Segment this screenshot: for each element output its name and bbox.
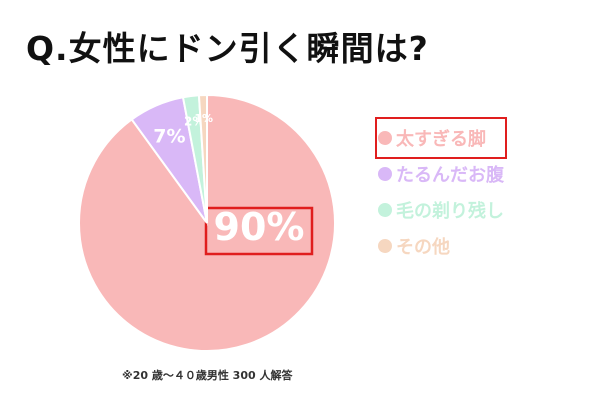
legend-label-belly: たるんだお腹 (396, 165, 504, 186)
data-label-belly: 7% (153, 126, 185, 148)
chart-title: Q.女性にドン引く瞬間は? (26, 29, 429, 68)
legend-swatch-other (378, 239, 392, 253)
legend-swatch-belly (378, 167, 392, 181)
legend-label-shaving: 毛の剃り残し (396, 201, 504, 222)
pie-slice-other (197, 93, 208, 224)
legend-item-other: その他 (378, 228, 504, 264)
survey-note: ※20 歳〜４０歳男性 300 人解答 (122, 369, 293, 382)
legend-label-other: その他 (396, 237, 450, 258)
legend-swatch-shaving (378, 203, 392, 217)
legend-item-legs: 太すぎる脚 (375, 117, 507, 159)
data-label-shaving: 2% (184, 115, 204, 129)
highlight-box (204, 206, 314, 256)
legend-label-legs: 太すぎる脚 (396, 129, 486, 150)
legend-item-belly: たるんだお腹 (378, 156, 504, 192)
legend-swatch-legs (378, 131, 392, 145)
data-label-other: 1% (194, 112, 213, 125)
legend-item-shaving: 毛の剃り残し (378, 192, 504, 228)
data-label-legs: 90% (214, 205, 305, 249)
legend: 太すぎる脚 たるんだお腹 毛の剃り残し その他 (375, 117, 507, 264)
